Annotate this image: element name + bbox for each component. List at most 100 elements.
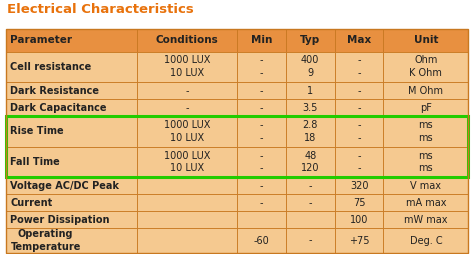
Bar <box>383 116 468 147</box>
Text: Conditions: Conditions <box>155 35 218 45</box>
Bar <box>237 194 286 211</box>
Text: Power Dissipation: Power Dissipation <box>10 215 110 225</box>
Bar <box>335 99 383 116</box>
Text: -: - <box>185 103 189 113</box>
Bar <box>286 82 335 99</box>
Bar <box>6 116 137 147</box>
Text: Min: Min <box>251 35 272 45</box>
Bar <box>335 52 383 82</box>
Text: -
-: - - <box>357 55 361 78</box>
Bar <box>335 194 383 211</box>
Bar <box>137 116 237 147</box>
Text: 1000 LUX
10 LUX: 1000 LUX 10 LUX <box>164 151 210 173</box>
Bar <box>286 147 335 177</box>
Bar <box>137 228 237 253</box>
Bar <box>286 52 335 82</box>
Text: -: - <box>260 181 263 191</box>
Text: -: - <box>260 86 263 96</box>
Bar <box>286 211 335 228</box>
Text: 3.5: 3.5 <box>302 103 318 113</box>
Text: Operating
Temperature: Operating Temperature <box>10 229 81 252</box>
Text: -
-: - - <box>357 120 361 143</box>
Bar <box>137 52 237 82</box>
Bar <box>335 177 383 194</box>
Bar <box>237 211 286 228</box>
Bar <box>335 82 383 99</box>
Text: 100: 100 <box>350 215 368 225</box>
Bar <box>6 52 137 82</box>
Text: M Ohm: M Ohm <box>409 86 443 96</box>
Text: 75: 75 <box>353 198 365 208</box>
Bar <box>383 52 468 82</box>
Bar <box>335 116 383 147</box>
Text: 1000 LUX
10 LUX: 1000 LUX 10 LUX <box>164 55 210 78</box>
Bar <box>335 228 383 253</box>
Bar <box>286 228 335 253</box>
Text: 320: 320 <box>350 181 368 191</box>
Bar <box>6 99 137 116</box>
Text: Dark Capacitance: Dark Capacitance <box>10 103 107 113</box>
Text: 48
120: 48 120 <box>301 151 319 173</box>
Bar <box>6 116 468 177</box>
Text: mW max: mW max <box>404 215 447 225</box>
Bar <box>383 194 468 211</box>
Text: Max: Max <box>347 35 371 45</box>
Bar <box>237 29 286 52</box>
Bar <box>383 177 468 194</box>
Bar <box>6 82 137 99</box>
Text: -: - <box>260 198 263 208</box>
Bar <box>6 228 137 253</box>
Bar <box>137 147 237 177</box>
Bar <box>237 228 286 253</box>
Bar <box>286 29 335 52</box>
Text: Voltage AC/DC Peak: Voltage AC/DC Peak <box>10 181 119 191</box>
Bar <box>237 116 286 147</box>
Text: -: - <box>357 103 361 113</box>
Bar <box>383 82 468 99</box>
Text: Ohm
K Ohm: Ohm K Ohm <box>410 55 442 78</box>
Text: Parameter: Parameter <box>10 35 73 45</box>
Bar <box>383 147 468 177</box>
Bar <box>6 29 468 253</box>
Text: -
-: - - <box>260 55 263 78</box>
Text: Unit: Unit <box>414 35 438 45</box>
Bar <box>137 82 237 99</box>
Text: Deg. C: Deg. C <box>410 235 442 246</box>
Text: ms
ms: ms ms <box>419 151 433 173</box>
Text: -: - <box>357 86 361 96</box>
Text: mA max: mA max <box>406 198 446 208</box>
Text: -
-: - - <box>357 151 361 173</box>
Text: ms
ms: ms ms <box>419 120 433 143</box>
Bar <box>237 99 286 116</box>
Bar <box>335 29 383 52</box>
Bar <box>6 194 137 211</box>
Text: -: - <box>260 103 263 113</box>
Bar <box>286 116 335 147</box>
Bar <box>237 82 286 99</box>
Bar <box>137 211 237 228</box>
Text: -: - <box>309 235 312 246</box>
Bar <box>383 29 468 52</box>
Bar <box>237 147 286 177</box>
Bar <box>286 177 335 194</box>
Text: Dark Resistance: Dark Resistance <box>10 86 100 96</box>
Text: pF: pF <box>420 103 432 113</box>
Bar <box>237 52 286 82</box>
Bar <box>237 177 286 194</box>
Text: 1000 LUX
10 LUX: 1000 LUX 10 LUX <box>164 120 210 143</box>
Text: 1: 1 <box>307 86 313 96</box>
Text: -60: -60 <box>254 235 269 246</box>
Text: Current: Current <box>10 198 53 208</box>
Text: -: - <box>309 181 312 191</box>
Bar <box>6 177 137 194</box>
Text: V max: V max <box>410 181 441 191</box>
Bar <box>335 147 383 177</box>
Bar <box>383 211 468 228</box>
Text: 400
9: 400 9 <box>301 55 319 78</box>
Text: Typ: Typ <box>300 35 320 45</box>
Bar <box>383 99 468 116</box>
Bar <box>137 29 237 52</box>
Text: 2.8
18: 2.8 18 <box>302 120 318 143</box>
Bar <box>6 29 137 52</box>
Bar <box>6 211 137 228</box>
